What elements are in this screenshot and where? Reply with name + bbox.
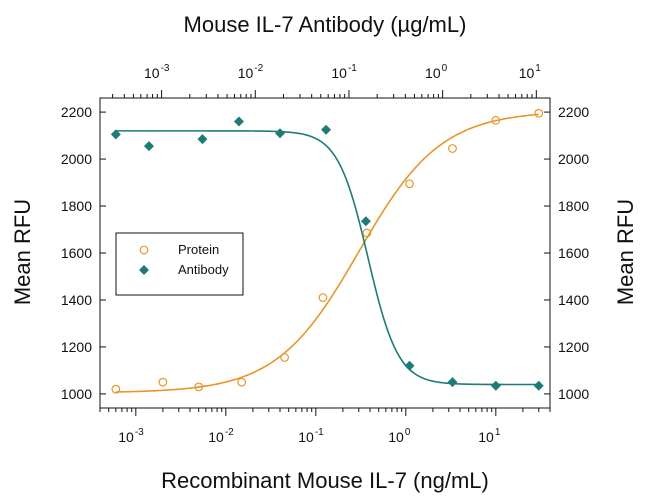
x-tick-label-top: 10 1 xyxy=(519,63,542,81)
protein-data-point xyxy=(194,382,204,392)
y-tick-label-right: 1000 xyxy=(558,386,589,402)
chart-title: Mouse IL-7 Antibody (µg/mL) xyxy=(184,12,467,37)
x-tick-label-bottom: 10 -1 xyxy=(298,427,324,445)
y-tick-label-left: 2200 xyxy=(61,104,92,120)
legend: Protein Antibody xyxy=(115,232,244,296)
x-tick-label-top: 10 -3 xyxy=(144,63,170,81)
x-tick-label-top: 10 0 xyxy=(425,63,448,81)
antibody-data-point xyxy=(197,134,208,145)
y-tick-label-left: 1000 xyxy=(61,386,92,402)
antibody-fit-curve xyxy=(115,130,539,386)
tick-label-exponent: -1 xyxy=(315,427,324,438)
tick-label-base: 10 xyxy=(388,429,404,445)
antibody-data-point xyxy=(143,141,154,152)
x-tick-label-bottom: 10 -3 xyxy=(118,427,144,445)
tick-label-exponent: -2 xyxy=(254,63,263,74)
protein-legend-marker xyxy=(139,245,149,255)
antibody-data-point xyxy=(321,124,332,135)
x-tick-label-bottom: 10 0 xyxy=(388,427,411,445)
y-tick-label-right: 1600 xyxy=(558,245,589,261)
antibody-legend-marker xyxy=(139,265,149,275)
y-tick-label-left: 1200 xyxy=(61,339,92,355)
antibody-data-point xyxy=(360,216,371,227)
y-tick-label-right: 1200 xyxy=(558,339,589,355)
tick-label-base: 10 xyxy=(208,429,224,445)
legend-label-antibody: Antibody xyxy=(178,262,229,277)
protein-data-point xyxy=(448,144,457,153)
tick-label-base: 10 xyxy=(238,65,254,81)
antibody-data-point xyxy=(110,129,121,140)
antibody-data-point xyxy=(447,377,458,388)
tick-label-base: 10 xyxy=(144,65,160,81)
tick-label-base: 10 xyxy=(478,429,494,445)
protein-data-point xyxy=(237,377,247,387)
protein-data-point xyxy=(318,293,328,303)
tick-label-exponent: 0 xyxy=(405,427,411,438)
tick-label-base: 10 xyxy=(519,65,535,81)
y-axis-label-right: Mean RFU xyxy=(613,199,638,305)
tick-label-exponent: -1 xyxy=(348,63,357,74)
tick-label-exponent: 1 xyxy=(495,427,501,438)
tick-label-exponent: -3 xyxy=(135,427,144,438)
y-tick-label-left: 1600 xyxy=(61,245,92,261)
tick-label-base: 10 xyxy=(118,429,134,445)
y-axis-label-left: Mean RFU xyxy=(10,199,35,305)
tick-label-exponent: -2 xyxy=(225,427,234,438)
antibody-data-point xyxy=(533,380,544,391)
protein-data-point xyxy=(111,384,121,394)
protein-data-point xyxy=(405,179,414,189)
antibody-data-point xyxy=(233,116,244,127)
x-tick-label-top: 10 -2 xyxy=(238,63,264,81)
protein-data-point xyxy=(534,108,544,118)
y-tick-label-right: 2000 xyxy=(558,151,589,167)
y-tick-label-left: 2000 xyxy=(61,151,92,167)
protein-data-point xyxy=(362,228,372,238)
protein-fit-curve xyxy=(115,113,539,393)
legend-box xyxy=(115,232,244,296)
x-tick-label-top: 10 -1 xyxy=(331,63,357,81)
tick-label-exponent: -3 xyxy=(161,63,170,74)
legend-label-protein: Protein xyxy=(178,242,219,257)
y-tick-label-right: 2200 xyxy=(558,104,589,120)
tick-label-base: 10 xyxy=(425,65,441,81)
antibody-data-point xyxy=(404,360,415,371)
antibody-data-point xyxy=(275,128,285,139)
y-tick-label-left: 1800 xyxy=(61,198,92,214)
y-tick-label-left: 1400 xyxy=(61,292,92,308)
antibody-data-point xyxy=(490,380,501,391)
protein-data-point xyxy=(491,115,501,125)
x-tick-label-bottom: 10 1 xyxy=(478,427,501,445)
x-tick-label-bottom: 10 -2 xyxy=(208,427,234,445)
tick-label-exponent: 0 xyxy=(442,63,448,74)
tick-label-base: 10 xyxy=(331,65,347,81)
tick-label-exponent: 1 xyxy=(535,63,541,74)
x-axis-label: Recombinant Mouse IL-7 (ng/mL) xyxy=(161,468,489,493)
tick-label-base: 10 xyxy=(298,429,314,445)
y-tick-label-right: 1800 xyxy=(558,198,589,214)
protein-data-point xyxy=(158,377,168,387)
protein-data-point xyxy=(280,353,290,362)
y-tick-label-right: 1400 xyxy=(558,292,589,308)
